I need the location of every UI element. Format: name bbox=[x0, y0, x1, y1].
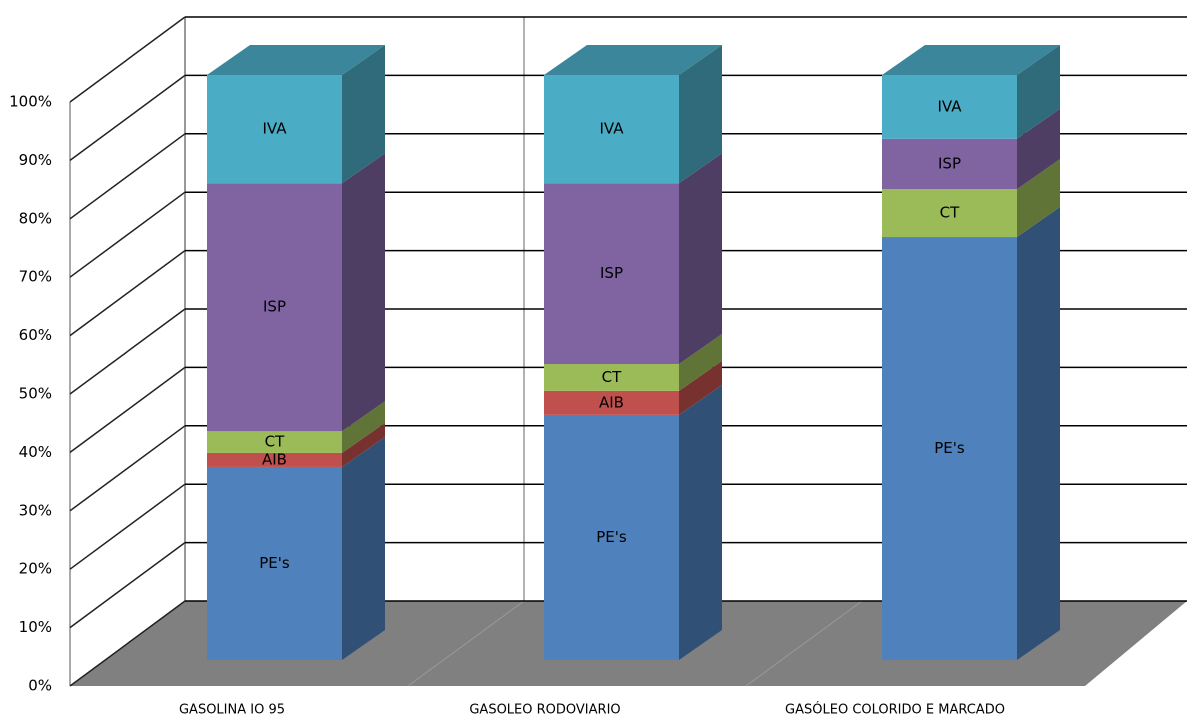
bar-side bbox=[342, 153, 385, 432]
y-tick-label: 90% bbox=[19, 151, 52, 169]
bar-segment bbox=[207, 431, 342, 453]
bar-segment bbox=[882, 189, 1017, 238]
y-tick-line bbox=[69, 133, 186, 220]
bar-segment bbox=[207, 466, 342, 660]
data-label: IVA bbox=[263, 120, 288, 138]
bar-segment bbox=[544, 390, 679, 415]
bar-side bbox=[1017, 45, 1060, 139]
bar-segment bbox=[544, 75, 679, 184]
bar-segment bbox=[544, 183, 679, 364]
y-tick-line bbox=[69, 483, 186, 570]
x-tick-label: GASOLEO RODOVIARIO bbox=[469, 703, 620, 718]
y-tick-label: 60% bbox=[19, 326, 52, 344]
y-tick-line bbox=[69, 191, 186, 278]
bar-segment bbox=[207, 452, 342, 467]
bar-side bbox=[679, 360, 722, 415]
bar-side bbox=[1017, 159, 1060, 238]
bar-segment bbox=[207, 75, 342, 184]
data-label: PE's bbox=[259, 554, 290, 572]
bar-segment bbox=[882, 237, 1017, 661]
data-label: ISP bbox=[938, 154, 961, 172]
bar-segment bbox=[882, 138, 1017, 190]
bar-side bbox=[342, 422, 385, 467]
y-tick-line bbox=[69, 308, 186, 395]
data-label: AIB bbox=[599, 393, 624, 411]
y-tick-label: 50% bbox=[19, 385, 52, 403]
bar-side bbox=[679, 333, 722, 391]
y-tick-line bbox=[69, 74, 186, 162]
bar-segment bbox=[544, 363, 679, 391]
y-tick-line bbox=[69, 600, 186, 687]
y-tick-label: 40% bbox=[19, 443, 52, 461]
data-label: PE's bbox=[934, 439, 965, 457]
y-tick-line bbox=[69, 366, 186, 454]
y-tick-label: 10% bbox=[19, 618, 52, 636]
bar-segment bbox=[207, 183, 342, 432]
floor-divider bbox=[407, 600, 525, 687]
x-tick-label: GASÓLEO COLORIDO E MARCADO bbox=[785, 702, 1005, 718]
y-tick-label: 100% bbox=[9, 93, 52, 111]
x-tick-label: GASOLINA IO 95 bbox=[179, 703, 285, 718]
bar-side bbox=[1017, 108, 1060, 190]
y-tick-line bbox=[69, 249, 186, 337]
bar-segment bbox=[882, 75, 1017, 139]
bar-top bbox=[882, 45, 1060, 75]
bar-side bbox=[342, 401, 385, 453]
bar-side bbox=[679, 384, 722, 660]
data-label: ISP bbox=[600, 264, 623, 282]
y-tick-label: 30% bbox=[19, 501, 52, 519]
data-label: ISP bbox=[263, 298, 286, 316]
y-tick-line bbox=[69, 16, 186, 103]
bar-side bbox=[679, 45, 722, 184]
data-label: PE's bbox=[596, 528, 627, 546]
data-label: IVA bbox=[600, 120, 625, 138]
bar-side bbox=[342, 436, 385, 660]
y-tick-label: 0% bbox=[28, 677, 52, 695]
y-tick-line bbox=[69, 541, 186, 629]
y-tick-label: 80% bbox=[19, 209, 52, 227]
y-tick-label: 20% bbox=[19, 560, 52, 578]
bar-side bbox=[1017, 207, 1060, 661]
data-label: CT bbox=[265, 433, 285, 451]
floor-divider bbox=[745, 600, 863, 687]
data-label: IVA bbox=[938, 97, 963, 115]
bar-top bbox=[544, 45, 722, 75]
data-label: CT bbox=[940, 204, 960, 222]
bar-segment bbox=[544, 414, 679, 660]
bar-side bbox=[342, 45, 385, 184]
y-tick-line bbox=[69, 425, 186, 512]
data-label: AIB bbox=[262, 450, 287, 468]
y-tick-label: 70% bbox=[19, 268, 52, 286]
bar-side bbox=[679, 153, 722, 364]
bar-top bbox=[207, 45, 385, 75]
data-label: CT bbox=[602, 368, 622, 386]
